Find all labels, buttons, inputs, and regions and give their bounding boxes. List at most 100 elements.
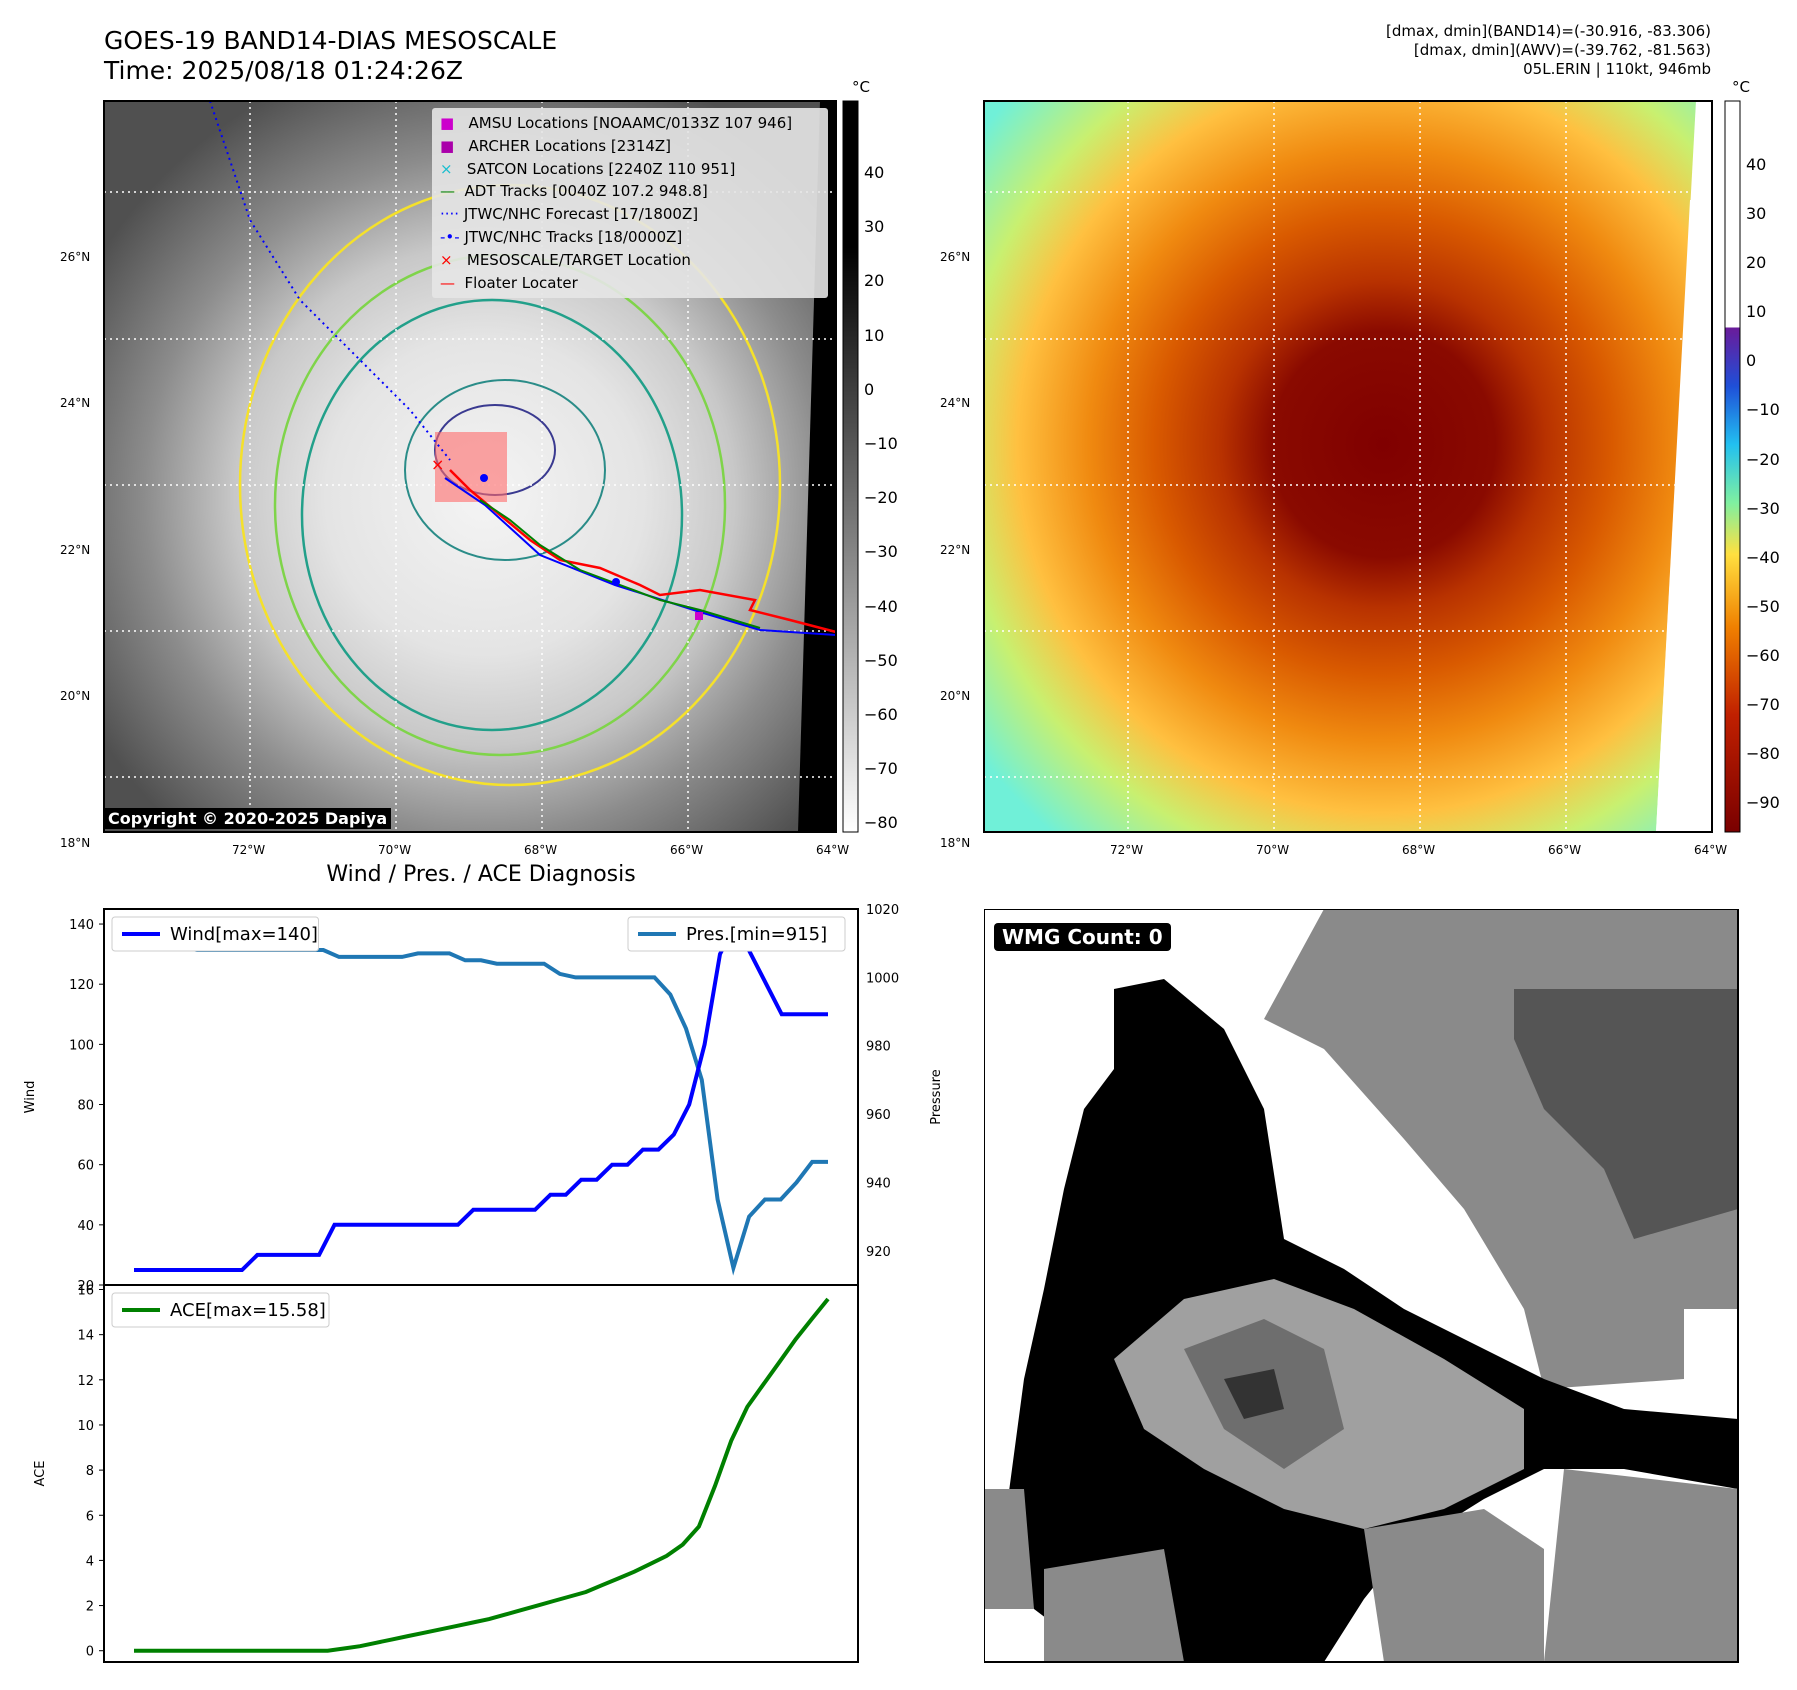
lon-label: 64°W [816,843,850,857]
diagnosis-title: Wind / Pres. / ACE Diagnosis [326,862,636,887]
ace-tick-label: 10 [77,1419,94,1434]
track-point [480,474,488,482]
legend [432,108,828,298]
info-line3: 05L.ERIN | 110kt, 946mb [1523,60,1711,78]
lat-label: 20°N [940,689,971,704]
cbar-tick: −90 [1746,793,1780,813]
pressure-tick-label: 1020 [866,903,899,918]
diagnosis-chart: 20 40 60 80 100 120 140 920 940 960 980 1000 1020 0 2 4… [23,903,944,1663]
wind-series-line [134,919,828,1272]
storm-info: [dmax, dmin](BAND14)=(-30.916, -83.306) … [1191,22,1711,79]
ace-tick-label: 12 [77,1374,94,1389]
title-line1: GOES-19 BAND14-DIAS MESOSCALE [104,26,558,55]
colorbar-right-ticks: 40 30 20 10 0 −10 −20 −30 −40 −50 −60 −7… [1746,140,1780,827]
info-line2: [dmax, dmin](AWV)=(-39.762, -81.563) [1413,41,1711,59]
cbar-tick: −20 [864,488,898,508]
cbar-tick: −50 [1746,596,1780,616]
wmg-region-bottom [1044,1549,1184,1662]
legend-entry-amsu: ■ AMSU Locations [NOAAMC/0133Z 107 946] [440,114,793,132]
legend-entry-floater: — Floater Locater [440,273,578,292]
legend-entry-satcon: × SATCON Locations [2240Z 110 951] [440,159,736,178]
target-marker: × [431,455,444,474]
pressure-legend-label: Pres.[min=915] [686,924,827,945]
contour-teal [300,298,684,732]
cbar-tick: 20 [864,271,885,291]
colorbar-left-ticks: 40 30 20 10 0 −10 −20 −30 −40 −50 −60 −7… [864,146,898,851]
ace-axis-label: ACE [33,1461,48,1487]
ace-legend-label: ACE[max=15.58] [170,1300,326,1321]
lat-label: 26°N [940,250,971,264]
lon-label: 72°W [232,843,266,857]
legend-entry-adt: — ADT Tracks [0040Z 107.2 948.8] [440,182,708,201]
wind-tick-label: 80 [77,1099,94,1114]
wind-tick-label: 20 [77,1279,94,1294]
legend-entry-target: × MESOSCALE/TARGET Location [440,250,691,269]
cbar-tick: 40 [1746,155,1767,174]
lat-label: 22°N [60,542,91,557]
title-line2: Time: 2025/08/18 01:24:26Z [104,56,463,85]
cbar-tick: −60 [864,705,898,725]
ace-legend-box [111,1292,330,1328]
wind-legend-label: Wind[max=140] [170,924,318,945]
lon-label: 70°W [1256,843,1290,857]
wind-tick-label: 100 [69,1038,94,1053]
ace-tick-label: 14 [77,1329,94,1344]
lon-label: 66°W [1548,843,1582,857]
pressure-tick-label: 940 [866,1176,891,1191]
cbar-tick: 0 [1746,351,1757,371]
pressure-tick-label: 960 [866,1108,891,1123]
cbar-tick: −70 [864,759,898,779]
legend-entry-forecast: ···· JTWC/NHC Forecast [17/1800Z] [440,205,699,224]
cbar-tick: 20 [1746,253,1767,273]
amsu-marker [695,612,703,620]
lon-label: 64°W [1694,843,1728,857]
lat-label: 24°N [940,396,971,411]
colorbar-left-unit: °C [852,78,870,96]
lat-label: 20°N [60,689,91,704]
track-point [612,578,620,586]
lat-labels-right: 26°N 24°N 22°N 20°N 18°N [940,184,970,916]
wind-tick-label: 40 [77,1219,94,1234]
cbar-tick: 10 [864,325,885,345]
left-map-svg: × [103,100,1741,833]
lat-label: 18°N [940,835,971,850]
lat-label: 22°N [940,542,971,557]
lon-label: 70°W [378,843,412,857]
cbar-tick: 10 [1746,302,1767,322]
map-grid-right [984,101,1712,832]
contour-inner [404,379,606,561]
lat-labels-left: 26°N 24°N 22°N 20°N 18°N [60,184,90,916]
legend-entries: ■ AMSU Locations [NOAAMC/0133Z 107 946] … [440,112,792,294]
lon-label: 68°W [524,843,558,857]
pressure-axis-label: Pressure [929,1069,944,1125]
pressure-legend-box [627,916,846,952]
ace-tick-label: 2 [86,1600,94,1615]
cbar-tick: −30 [1746,498,1780,518]
wmg-count-label: WMG Count: 0 [994,923,1171,951]
cbar-tick: −60 [1746,645,1780,665]
ace-tick-label: 0 [86,1645,94,1660]
cbar-tick: 30 [1746,204,1767,224]
cbar-tick: −70 [1746,695,1780,715]
wind-axis-label: Wind [23,1081,38,1114]
adt-track [479,499,761,629]
wmg-region-bottom-right [1364,1509,1544,1662]
cbar-tick: 40 [864,163,885,182]
colorbar-right-unit: °C [1732,78,1750,96]
wmg-region-core [1224,1369,1284,1419]
ace-tick-label: 8 [86,1464,94,1479]
cbar-tick: 0 [864,379,875,399]
colorbar-right [1724,100,1741,833]
ace-plot-frame [103,1284,859,1663]
pressure-series-line [134,924,828,1276]
cbar-tick: −10 [864,434,898,454]
colorbar-left [842,100,859,833]
pressure-tick-label: 980 [866,1040,891,1055]
cbar-tick: 30 [864,217,885,237]
pressure-tick-label: 920 [866,1245,891,1260]
legend-entry-tracks: -•- JTWC/NHC Tracks [18/0000Z] [440,227,683,246]
cbar-tick: −20 [1746,449,1780,469]
pressure-tick-label: 1000 [866,971,899,986]
cbar-tick: −40 [1746,547,1780,567]
awv-map [983,100,1713,833]
